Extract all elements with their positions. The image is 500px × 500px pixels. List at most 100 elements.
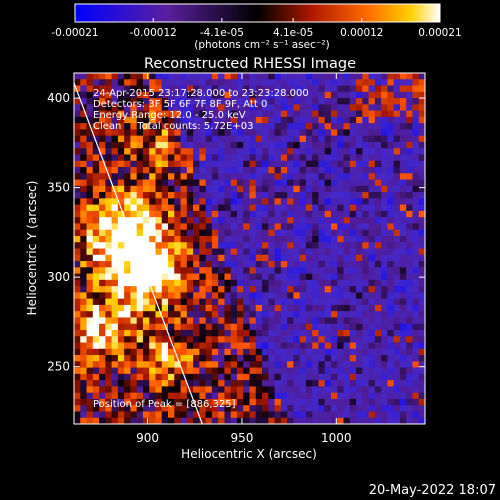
heatmap-cell [305, 261, 313, 268]
heatmap-cell [262, 261, 269, 268]
heatmap-cell [337, 355, 345, 362]
heatmap-cell [337, 329, 345, 337]
heatmap-cell [249, 336, 257, 344]
heatmap-cell [293, 91, 301, 99]
heatmap-cell [86, 292, 94, 300]
heatmap-cell [268, 141, 276, 149]
heatmap-cell [224, 248, 232, 256]
heatmap-cell [280, 417, 288, 424]
heatmap-cell [117, 373, 125, 381]
heatmap-cell [356, 135, 363, 143]
heatmap-cell [174, 417, 182, 424]
heatmap-cell [168, 380, 175, 387]
heatmap-cell [330, 311, 338, 319]
heatmap-cell [393, 329, 401, 337]
heatmap-cell [305, 411, 313, 419]
heatmap-cell [99, 317, 106, 325]
heatmap-cell [193, 129, 200, 137]
heatmap-cell [262, 254, 269, 262]
heatmap-cell [274, 336, 282, 344]
heatmap-cell [362, 392, 370, 400]
heatmap-cell [274, 110, 282, 118]
heatmap-cell [211, 267, 219, 275]
heatmap-cell [330, 110, 338, 118]
heatmap-cell [356, 173, 363, 181]
heatmap-cell [337, 286, 345, 293]
heatmap-cell [111, 398, 119, 406]
heatmap-cell [174, 141, 182, 149]
heatmap-cell [343, 298, 351, 306]
heatmap-cell [418, 173, 425, 181]
heatmap-cell [343, 367, 351, 375]
heatmap-cell [92, 329, 100, 337]
heatmap-cell [305, 361, 313, 369]
heatmap-cell [161, 173, 169, 181]
heatmap-cell [117, 141, 125, 149]
heatmap-cell [318, 292, 326, 300]
heatmap-cell [356, 217, 363, 225]
heatmap-cell [86, 85, 94, 93]
heatmap-cell [349, 304, 357, 312]
heatmap-cell [312, 386, 320, 394]
heatmap-cell [418, 361, 425, 369]
heatmap-cell [387, 292, 395, 300]
heatmap-cell [211, 254, 219, 262]
heatmap-cell [305, 173, 313, 181]
heatmap-cell [117, 185, 125, 193]
heatmap-cell [330, 85, 338, 93]
heatmap-cell [80, 98, 88, 105]
heatmap-cell [299, 179, 307, 187]
heatmap-cell [268, 223, 276, 231]
heatmap-cell [117, 123, 125, 131]
heatmap-cell [92, 167, 100, 174]
heatmap-cell [224, 242, 232, 250]
heatmap-cell [368, 116, 376, 124]
heatmap-cell [111, 317, 119, 325]
heatmap-cell [330, 217, 338, 225]
heatmap-cell [280, 123, 288, 131]
heatmap-cell [255, 355, 263, 362]
heatmap-cell [161, 198, 169, 206]
heatmap-cell [312, 198, 320, 206]
heatmap-cell [180, 135, 188, 143]
heatmap-cell [199, 248, 207, 256]
heatmap-cell [205, 167, 213, 174]
heatmap-cell [99, 79, 106, 87]
heatmap-cell [343, 329, 351, 337]
heatmap-cell [211, 129, 219, 137]
heatmap-cell [412, 110, 420, 118]
heatmap-cell [99, 141, 106, 149]
heatmap-cell [193, 329, 200, 337]
heatmap-cell [155, 235, 163, 243]
heatmap-cell [92, 123, 100, 131]
heatmap-cell [362, 167, 370, 174]
heatmap-cell [362, 380, 370, 387]
heatmap-cell [105, 210, 113, 218]
heatmap-cell [155, 141, 163, 149]
heatmap-cell [180, 261, 188, 268]
heatmap-cell [280, 342, 288, 350]
heatmap-cell [130, 73, 138, 80]
heatmap-cell [80, 248, 88, 256]
heatmap-cell [218, 204, 226, 212]
heatmap-cell [393, 261, 401, 268]
heatmap-cell [324, 98, 332, 105]
heatmap-cell [99, 173, 106, 181]
heatmap-cell [117, 355, 125, 362]
heatmap-cell [268, 179, 276, 187]
heatmap-cell [186, 273, 194, 281]
heatmap-cell [218, 336, 226, 344]
heatmap-cell [211, 179, 219, 187]
heatmap-cell [155, 129, 163, 137]
heatmap-cell [168, 348, 175, 356]
heatmap-cell [356, 229, 363, 237]
heatmap-cell [205, 116, 213, 124]
heatmap-cell [343, 135, 351, 143]
heatmap-cell [287, 123, 294, 131]
heatmap-cell [280, 311, 288, 319]
heatmap-cell [330, 411, 338, 419]
heatmap-cell [205, 198, 213, 206]
heatmap-cell [230, 85, 238, 93]
heatmap-cell [161, 91, 169, 99]
heatmap-cell [343, 267, 351, 275]
